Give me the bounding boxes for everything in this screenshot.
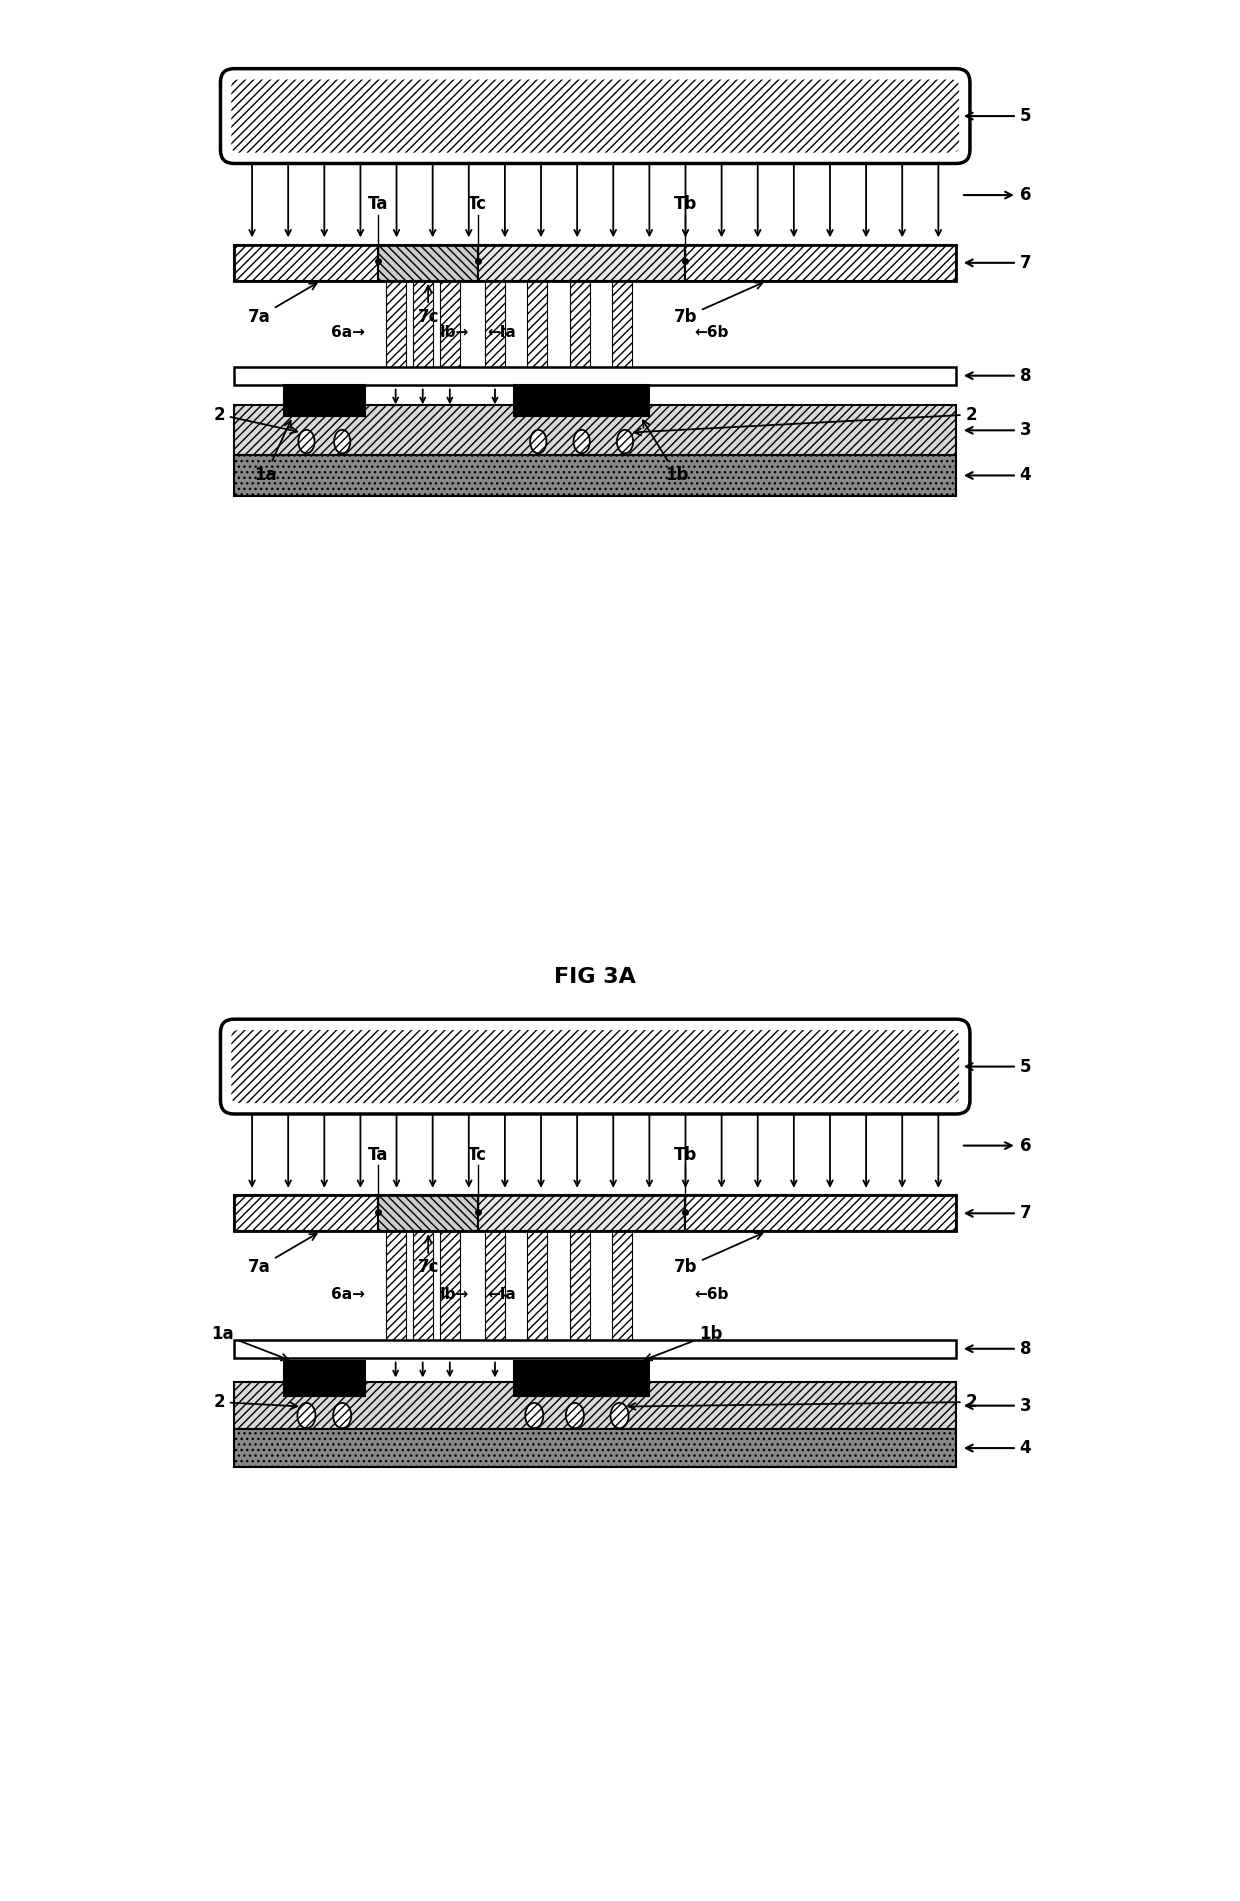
Text: 7b: 7b	[673, 283, 763, 325]
Ellipse shape	[610, 1403, 629, 1428]
Text: 2: 2	[635, 405, 977, 435]
Bar	[413, 1232, 433, 1357]
Bar	[386, 281, 405, 384]
Ellipse shape	[531, 430, 547, 452]
Text: Ib→: Ib→	[439, 1287, 469, 1302]
Bar	[570, 281, 590, 384]
Text: 4: 4	[966, 1439, 1032, 1456]
Bar	[477, 1196, 686, 1232]
Bar	[234, 1196, 378, 1232]
Text: 7a: 7a	[248, 283, 316, 325]
Text: ←Ia: ←Ia	[487, 1287, 516, 1302]
Text: 1a: 1a	[254, 420, 291, 485]
Text: 7: 7	[966, 255, 1032, 272]
Text: 6: 6	[963, 186, 1032, 203]
Ellipse shape	[298, 1403, 315, 1428]
Text: 8: 8	[966, 1340, 1032, 1357]
Bar	[234, 1382, 956, 1430]
Bar	[378, 1196, 477, 1232]
Text: ←6b: ←6b	[694, 325, 729, 340]
Text: 1b: 1b	[645, 1325, 723, 1361]
Bar	[485, 281, 505, 384]
Text: 6a→: 6a→	[331, 325, 365, 340]
Ellipse shape	[565, 1403, 584, 1428]
Text: 7c: 7c	[418, 1236, 439, 1276]
Bar	[284, 1361, 365, 1395]
Bar	[440, 1232, 460, 1357]
Text: 7: 7	[966, 1205, 1032, 1222]
Bar	[234, 367, 956, 384]
Bar	[234, 454, 956, 496]
Bar	[234, 1340, 956, 1357]
Bar	[485, 1232, 505, 1357]
Text: 6: 6	[963, 1137, 1032, 1154]
Ellipse shape	[334, 430, 351, 452]
Bar	[440, 281, 460, 384]
Text: 5: 5	[966, 1057, 1032, 1076]
Text: Ib→: Ib→	[439, 325, 469, 340]
Bar	[527, 1232, 547, 1357]
Bar	[234, 245, 378, 281]
Bar	[234, 1196, 956, 1232]
Text: Ta: Ta	[368, 1146, 388, 1163]
Bar	[234, 1430, 956, 1468]
Bar	[686, 245, 956, 281]
Text: ←6b: ←6b	[694, 1287, 729, 1302]
FancyBboxPatch shape	[221, 1019, 970, 1114]
Bar	[413, 281, 433, 384]
Text: Tc: Tc	[469, 196, 487, 213]
Text: Tb: Tb	[673, 196, 697, 213]
Text: ←Ia: ←Ia	[487, 325, 516, 340]
Bar	[477, 245, 686, 281]
Bar	[613, 1232, 632, 1357]
Text: 7a: 7a	[248, 1234, 316, 1276]
Ellipse shape	[334, 1403, 351, 1428]
Text: 7c: 7c	[418, 285, 439, 325]
Text: 2: 2	[629, 1393, 977, 1411]
Bar	[570, 1232, 590, 1357]
Bar	[234, 245, 956, 281]
Text: 2: 2	[213, 405, 298, 433]
Bar	[613, 281, 632, 384]
Text: 6a→: 6a→	[331, 1287, 365, 1302]
Text: 3: 3	[966, 422, 1032, 439]
Text: 8: 8	[966, 367, 1032, 384]
Text: FIG 3A: FIG 3A	[554, 968, 636, 987]
FancyBboxPatch shape	[221, 68, 970, 163]
Bar	[527, 281, 547, 384]
Text: Tc: Tc	[469, 1146, 487, 1163]
Bar	[513, 384, 650, 416]
Bar	[513, 1361, 650, 1395]
Text: 3: 3	[966, 1397, 1032, 1414]
Text: 2: 2	[213, 1393, 298, 1411]
Text: Tb: Tb	[673, 1146, 697, 1163]
Ellipse shape	[616, 430, 634, 452]
Ellipse shape	[299, 430, 315, 452]
Text: 7b: 7b	[673, 1234, 763, 1276]
Text: 1b: 1b	[642, 420, 688, 485]
Ellipse shape	[526, 1403, 543, 1428]
Text: 1a: 1a	[211, 1325, 288, 1361]
Bar	[284, 384, 365, 416]
Bar	[378, 245, 477, 281]
Ellipse shape	[574, 430, 590, 452]
Bar	[686, 1196, 956, 1232]
Bar	[234, 405, 956, 454]
Bar	[386, 1232, 405, 1357]
Text: 4: 4	[966, 466, 1032, 485]
Text: Ta: Ta	[368, 196, 388, 213]
Text: 5: 5	[966, 106, 1032, 125]
